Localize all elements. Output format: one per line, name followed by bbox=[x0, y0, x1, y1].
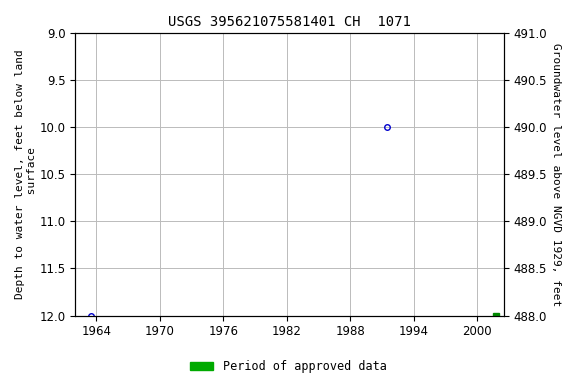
Y-axis label: Depth to water level, feet below land
 surface: Depth to water level, feet below land su… bbox=[15, 50, 37, 299]
Legend: Period of approved data: Period of approved data bbox=[185, 356, 391, 378]
Title: USGS 395621075581401 CH  1071: USGS 395621075581401 CH 1071 bbox=[168, 15, 411, 29]
Y-axis label: Groundwater level above NGVD 1929, feet: Groundwater level above NGVD 1929, feet bbox=[551, 43, 561, 306]
